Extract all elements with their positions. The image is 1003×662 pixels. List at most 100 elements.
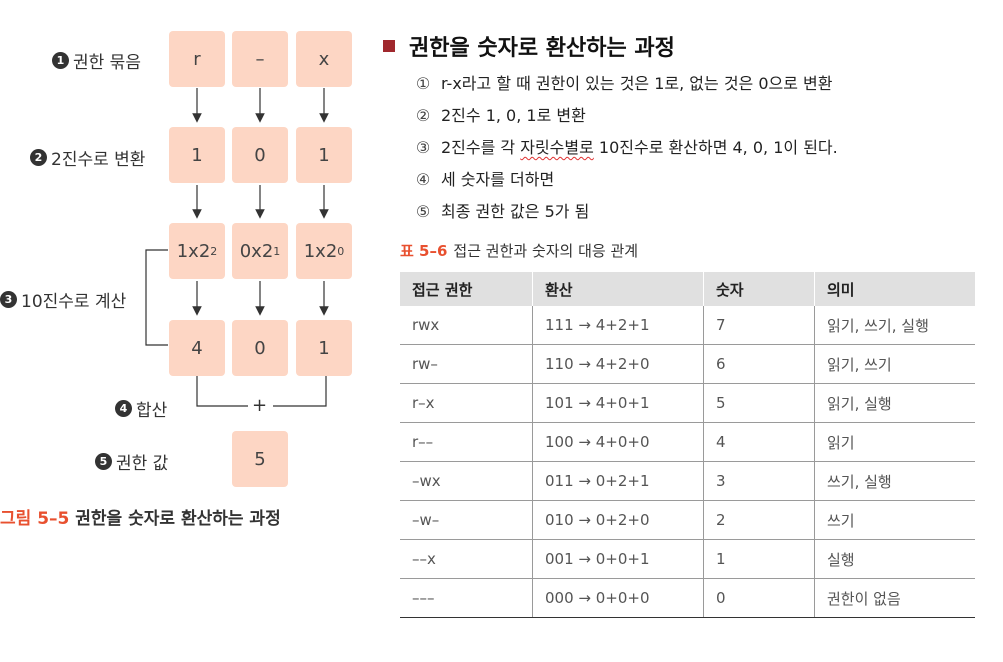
cell-meaning: 실행 [814, 539, 975, 579]
column-header-number: 숫자 [703, 272, 815, 306]
binary-box-3: 1 [296, 127, 352, 183]
step-marker: ① [415, 74, 431, 93]
step-label-value: 5 권한 값 [95, 449, 168, 474]
figure-caption: 그림 5–5 권한을 숫자로 환산하는 과정 [0, 504, 281, 529]
step-text-sum: 합산 [136, 401, 168, 421]
cell-number: 4 [703, 422, 815, 462]
table-caption-number: 표 5–6 [400, 242, 448, 260]
step-text-value: 권한 값 [116, 454, 169, 474]
cell-number: 5 [703, 383, 815, 423]
table-row: rw– 110 → 4+2+0 6 읽기, 쓰기 [400, 344, 975, 384]
step-label-decimal: 3 10진수로 계산 [0, 287, 126, 312]
cell-number: 0 [703, 578, 815, 618]
power-box-2: 0x2 1 [232, 223, 288, 279]
step-text: 2진수를 각 자릿수별로 10진수로 환산하면 4, 0, 1이 된다. [441, 132, 838, 164]
figure-caption-number: 그림 5–5 [0, 509, 70, 529]
table-row: r–x 101 → 4+0+1 5 읽기, 실행 [400, 383, 975, 423]
cell-meaning: 읽기 [814, 422, 975, 462]
table-row: rwx 111 → 4+2+1 7 읽기, 쓰기, 실행 [400, 306, 975, 345]
power-base-3: 1x2 [303, 240, 338, 262]
list-item: ① r-x라고 할 때 권한이 있는 것은 1로, 없는 것은 0으로 변환 [413, 68, 838, 100]
cell-number: 3 [703, 461, 815, 501]
result-box: 5 [232, 431, 288, 487]
step-text-bundle: 권한 묶음 [73, 53, 141, 73]
cell-conversion: 000 → 0+0+0 [532, 578, 704, 618]
cell-conversion: 110 → 4+2+0 [532, 344, 704, 384]
list-item: ② 2진수 1, 0, 1로 변환 [413, 100, 838, 132]
cell-conversion: 111 → 4+2+1 [532, 306, 704, 345]
cell-access: r–x [400, 383, 533, 423]
cell-conversion: 011 → 0+2+1 [532, 461, 704, 501]
cell-access: –w– [400, 500, 533, 540]
cell-access: –wx [400, 461, 533, 501]
cell-number: 2 [703, 500, 815, 540]
plus-sign: + [252, 395, 268, 416]
cell-number: 7 [703, 306, 815, 345]
step-text-decimal: 10진수로 계산 [21, 292, 127, 312]
decimal-box-3: 1 [296, 320, 352, 376]
square-bullet-icon [383, 40, 395, 52]
section-heading-text: 권한을 숫자로 환산하는 과정 [409, 36, 675, 61]
step-marker: ③ [415, 138, 431, 157]
step-text: r-x라고 할 때 권한이 있는 것은 1로, 없는 것은 0으로 변환 [441, 74, 833, 93]
table-row: ––– 000 → 0+0+0 0 권한이 없음 [400, 578, 975, 618]
step-text-after: 10진수로 환산하면 4, 0, 1이 된다. [593, 138, 838, 157]
permission-table: 접근 권한 환산 숫자 의미 rwx 111 → 4+2+1 7 읽기, 쓰기,… [400, 272, 975, 618]
perm-box-dash: – [232, 31, 288, 87]
table-row: ––x 001 → 0+0+1 1 실행 [400, 539, 975, 579]
column-header-access: 접근 권한 [400, 272, 533, 306]
step-label-sum: 4 합산 [115, 396, 167, 421]
step-marker: ④ [415, 170, 431, 189]
power-box-1: 1x2 2 [169, 223, 225, 279]
cell-meaning: 쓰기 [814, 500, 975, 540]
step-number-5: 5 [95, 453, 112, 470]
step-text: 2진수 1, 0, 1로 변환 [441, 106, 586, 125]
step-text: 세 숫자를 더하면 [441, 170, 555, 189]
power-base-2: 0x2 [239, 240, 274, 262]
step-label-binary: 2 2진수로 변환 [30, 145, 145, 170]
list-item: ⑤ 최종 권한 값은 5가 됨 [413, 196, 838, 228]
column-header-meaning: 의미 [814, 272, 975, 306]
step-marker: ② [415, 106, 431, 125]
decimal-box-1: 4 [169, 320, 225, 376]
power-exp-2: 1 [273, 244, 281, 258]
cell-meaning: 읽기, 쓰기, 실행 [814, 306, 975, 345]
binary-box-2: 0 [232, 127, 288, 183]
step-text-binary: 2진수로 변환 [51, 150, 146, 170]
cell-conversion: 100 → 4+0+0 [532, 422, 704, 462]
perm-box-x: x [296, 31, 352, 87]
cell-access: rw– [400, 344, 533, 384]
cell-meaning: 읽기, 쓰기 [814, 344, 975, 384]
list-item: ③ 2진수를 각 자릿수별로 10진수로 환산하면 4, 0, 1이 된다. [413, 132, 838, 164]
decimal-box-2: 0 [232, 320, 288, 376]
step-label-bundle: 1 권한 묶음 [52, 48, 141, 73]
permission-conversion-figure: 1 권한 묶음 2 2진수로 변환 3 10진수로 계산 4 합산 5 권한 값… [0, 0, 380, 662]
step-text-before: 2진수를 각 [441, 138, 521, 157]
cell-conversion: 010 → 0+2+0 [532, 500, 704, 540]
cell-access: ––x [400, 539, 533, 579]
step-number-4: 4 [115, 400, 132, 417]
cell-conversion: 101 → 4+0+1 [532, 383, 704, 423]
cell-access: rwx [400, 306, 533, 345]
perm-box-r: r [169, 31, 225, 87]
cell-meaning: 권한이 없음 [814, 578, 975, 618]
table-row: r–– 100 → 4+0+0 4 읽기 [400, 422, 975, 462]
cell-access: r–– [400, 422, 533, 462]
steps-list: ① r-x라고 할 때 권한이 있는 것은 1로, 없는 것은 0으로 변환 ②… [413, 68, 838, 228]
step-number-2: 2 [30, 149, 47, 166]
figure-connectors [145, 88, 329, 407]
cell-number: 1 [703, 539, 815, 579]
spellcheck-underlined-word: 자릿수별로 [520, 138, 594, 157]
cell-meaning: 쓰기, 실행 [814, 461, 975, 501]
table-row: –wx 011 → 0+2+1 3 쓰기, 실행 [400, 461, 975, 501]
cell-access: ––– [400, 578, 533, 618]
section-heading: 권한을 숫자로 환산하는 과정 [383, 30, 675, 62]
figure-caption-text: 권한을 숫자로 환산하는 과정 [75, 509, 281, 529]
table-header-row: 접근 권한 환산 숫자 의미 [400, 272, 975, 306]
step-text: 최종 권한 값은 5가 됨 [441, 202, 590, 221]
power-exp-1: 2 [210, 244, 218, 258]
table-row: –w– 010 → 0+2+0 2 쓰기 [400, 500, 975, 540]
table-caption-text: 접근 권한과 숫자의 대응 관계 [453, 242, 639, 260]
power-box-3: 1x2 0 [296, 223, 352, 279]
step-marker: ⑤ [415, 202, 431, 221]
